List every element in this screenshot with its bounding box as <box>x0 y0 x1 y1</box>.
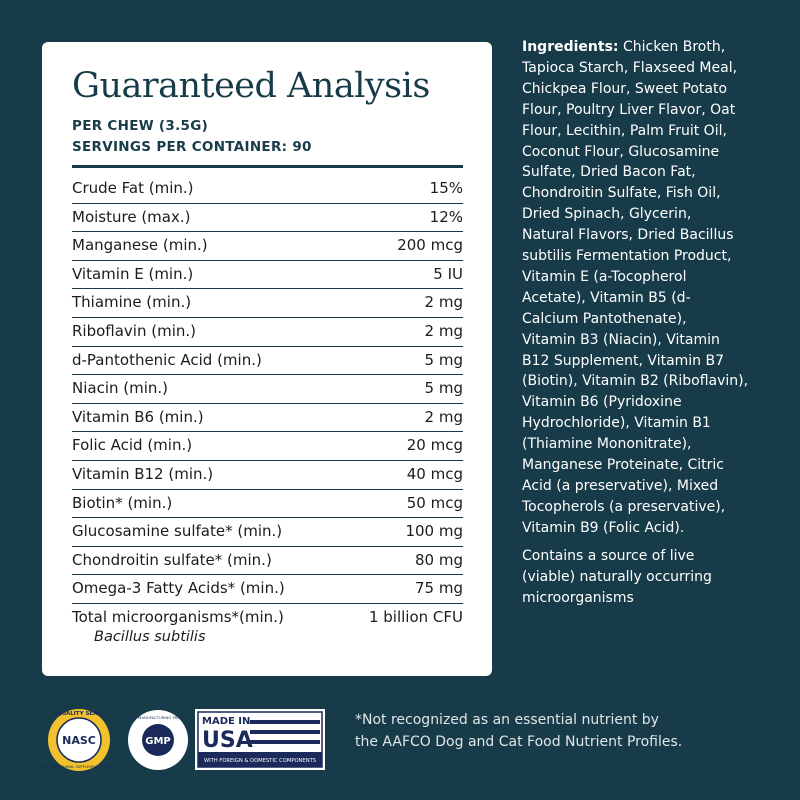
analysis-row: Moisture (max.) 12% <box>72 203 463 233</box>
nutrient-name: Manganese (min.) <box>72 236 208 255</box>
sub-note: Bacillus subtilis <box>94 629 206 645</box>
ingredient-line: Tapioca Starch, Flaxseed Meal, <box>522 59 738 76</box>
nutrient-amount: 80 mg <box>415 550 463 569</box>
nutrient-name: Thiamine (min.) <box>72 293 192 312</box>
nutrient-name: Folic Acid (min.) <box>72 436 193 455</box>
ingredient-line: subtilis Fermentation Product, <box>522 248 732 264</box>
usa-text: USA <box>202 728 253 753</box>
nutrient-name: Total microorganisms*(min.) <box>72 608 284 626</box>
ingredient-line: Coconut Flour, Glucosamine <box>522 143 720 160</box>
nutrient-amount: 200 mcg <box>397 236 463 255</box>
footnote-line: the AAFCO Dog and Cat Food Nutrient Prof… <box>355 734 683 750</box>
ingredient-line: Acid (a preservative), Mixed <box>522 477 719 494</box>
nutrient-name: Glucosamine sulfate* (min.) <box>72 522 283 541</box>
ingredient-line: (Biotin), Vitamin B2 (Riboflavin), <box>522 373 749 390</box>
ingredient-line: Dried Spinach, Glycerin, <box>522 206 692 223</box>
nutrient-amount: 15% <box>429 179 463 197</box>
usa-top: MADE IN <box>202 716 250 727</box>
ingredient-line: (Thiamine Mononitrate), <box>522 436 692 453</box>
nutrient-name: Vitamin B12 (min.) <box>72 465 214 483</box>
nasc-top: QUALITY SEAL <box>57 711 101 717</box>
ingredient-line: Sulfate, Dried Bacon Fat, <box>522 164 696 181</box>
nutrient-name: Moisture (max.) <box>72 207 191 226</box>
analysis-row: Manganese (min.) 200 mcg <box>72 231 463 261</box>
nutrient-name: Chondroitin sulfate* (min.) <box>72 550 272 569</box>
divider <box>72 165 463 168</box>
analysis-card: Guaranteed Analysis PER CHEW (3.5G) SERV… <box>42 42 492 676</box>
nutrient-name: d-Pantothenic Acid (min.) <box>72 350 262 369</box>
contains-line: (viable) naturally occurring <box>522 568 712 585</box>
ingredients-label: Ingredients: <box>522 39 619 55</box>
nutrient-name: Niacin (min.) <box>72 379 169 398</box>
nutrient-amount: 1 billion CFU <box>368 608 463 626</box>
nutrient-amount: 100 mg <box>405 522 463 541</box>
nutrient-name: Biotin* (min.) <box>72 493 173 512</box>
usa-band <box>198 752 322 767</box>
analysis-row: Thiamine (min.) 2 mg <box>72 288 463 318</box>
nutrient-amount: 20 mcg <box>406 436 463 455</box>
nutrient-amount: 75 mg <box>415 579 463 598</box>
nasc-bottom: NATIONAL ANIMAL SUPPLEMENT COUNCIL <box>41 765 116 769</box>
ingredient-line: Flour, Lecithin, Palm Fruit Oil, <box>522 122 727 139</box>
footnote-line: *Not recognized as an essential nutrient… <box>355 712 659 728</box>
nutrient-amount: 2 mg <box>424 293 463 312</box>
ingredient-line: Natural Flavors, Dried Bacillus <box>522 227 734 244</box>
usa-bottom: WITH FOREIGN & DOMESTIC COMPONENTS <box>204 758 316 764</box>
nutrient-amount: 5 mg <box>424 350 463 369</box>
analysis-row: Vitamin B6 (min.) 2 mg <box>72 403 463 433</box>
nutrient-name: Crude Fat (min.) <box>72 179 194 197</box>
ingredient-text: Chicken Broth, <box>622 39 726 55</box>
nutrient-amount: 2 mg <box>424 322 463 340</box>
contains-line: Contains a source of live <box>522 548 695 564</box>
nutrient-name: Riboflavin (min.) <box>72 322 197 340</box>
nasc-text: NASC <box>62 734 96 747</box>
nutrient-amount: 5 IU <box>433 264 463 283</box>
title: Guaranteed Analysis <box>72 66 430 106</box>
ingredient-line: Flour, Poultry Liver Flavor, Oat <box>522 101 736 118</box>
analysis-row: Crude Fat (min.) 15% <box>72 174 463 204</box>
analysis-row: Omega-3 Fatty Acids* (min.) 75 mg <box>72 574 463 604</box>
gmp-inner <box>142 724 174 756</box>
usa-stripes <box>250 720 320 744</box>
ingredient-line: Ingredients: Chicken Broth, <box>522 39 725 55</box>
ingredient-line: Tocopherols (a preservative), <box>522 498 726 515</box>
ingredient-line: B12 Supplement, Vitamin B7 <box>522 352 725 369</box>
ingredient-line: Chondroitin Sulfate, Fish Oil, <box>522 185 721 202</box>
ingredient-line: Calcium Pantothenate), <box>522 310 687 327</box>
analysis-row: Glucosamine sulfate* (min.) 100 mg <box>72 517 463 547</box>
nutrient-amount: 5 mg <box>424 379 463 398</box>
nutrient-name: Vitamin B6 (min.) <box>72 407 204 426</box>
nasc-inner <box>56 717 102 763</box>
ingredient-line: Vitamin B9 (Folic Acid). <box>522 519 685 536</box>
analysis-row: Folic Acid (min.) 20 mcg <box>72 431 463 461</box>
gmp-ring: GOOD MANUFACTURING PRACTICE <box>125 715 191 720</box>
nutrient-name: Omega-3 Fatty Acids* (min.) <box>72 579 285 598</box>
analysis-row: Biotin* (min.) 50 mcg <box>72 489 463 519</box>
analysis-row: Riboflavin (min.) 2 mg <box>72 317 463 347</box>
nutrient-amount: 2 mg <box>424 407 463 426</box>
analysis-row: Total microorganisms*(min.) 1 billion CFU <box>72 603 463 632</box>
analysis-row: Chondroitin sulfate* (min.) 80 mg <box>72 546 463 576</box>
analysis-row: Vitamin B12 (min.) 40 mcg <box>72 460 463 490</box>
contains-line: microorganisms <box>522 589 634 606</box>
analysis-row: Vitamin E (min.) 5 IU <box>72 260 463 290</box>
nutrient-amount: 40 mcg <box>406 465 463 483</box>
analysis-row: d-Pantothenic Acid (min.) 5 mg <box>72 346 463 376</box>
ingredient-line: Acetate), Vitamin B5 (d- <box>522 289 691 306</box>
badges: QUALITY SEAL NASC NATIONAL ANIMAL SUPPLE… <box>41 709 325 771</box>
nutrient-amount: 12% <box>429 207 463 226</box>
ingredient-line: Vitamin B6 (Pyridoxine <box>522 394 682 411</box>
nutrient-name: Vitamin E (min.) <box>72 264 194 283</box>
ingredient-line: Vitamin B3 (Niacin), Vitamin <box>522 331 720 348</box>
ingredient-line: Chickpea Flour, Sweet Potato <box>522 80 728 97</box>
per-chew: PER CHEW (3.5G) <box>72 118 209 134</box>
nutrient-amount: 50 mcg <box>406 493 463 512</box>
gmp-text: GMP <box>145 736 171 747</box>
ingredient-line: Hydrochloride), Vitamin B1 <box>522 415 711 432</box>
servings: SERVINGS PER CONTAINER: 90 <box>72 139 312 155</box>
ingredient-line: Manganese Proteinate, Citric <box>522 457 724 473</box>
analysis-row: Niacin (min.) 5 mg <box>72 374 463 404</box>
ingredient-line: Vitamin E (a-Tocopherol <box>522 268 687 285</box>
